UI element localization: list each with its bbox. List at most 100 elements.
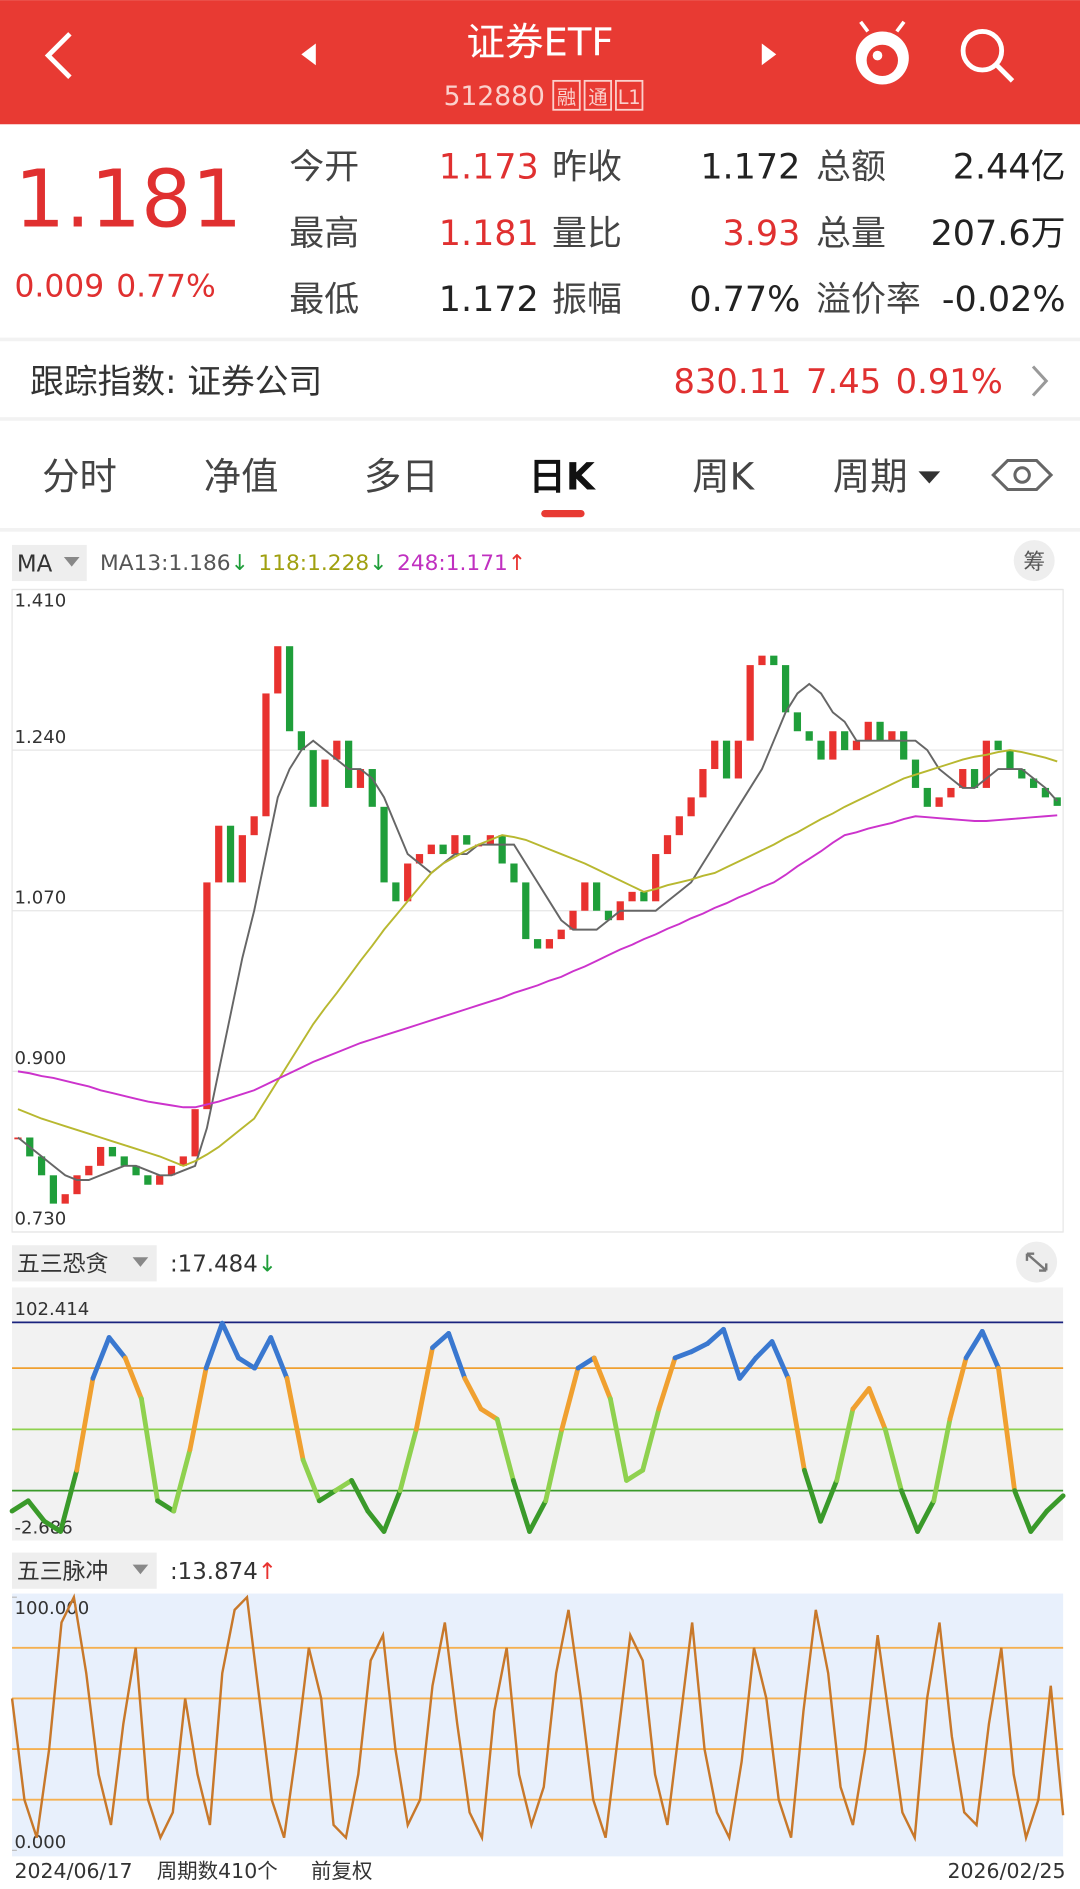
ind1-segment bbox=[106, 1335, 128, 1361]
tab[interactable]: 周期 bbox=[833, 454, 908, 498]
index-label[interactable]: 跟踪指数: 证券公司 bbox=[30, 362, 322, 401]
ind1-segment bbox=[187, 1365, 209, 1453]
ind1-value: :17.484↓ bbox=[170, 1252, 277, 1278]
chevron[interactable] bbox=[1031, 365, 1049, 397]
settings-icon-dot bbox=[1013, 466, 1031, 484]
field-label: 最低 bbox=[289, 280, 359, 320]
ind1-value-text: :17.484 bbox=[170, 1252, 258, 1278]
ind1-segment bbox=[656, 1355, 678, 1412]
tab[interactable]: 日K bbox=[529, 454, 597, 498]
index-change-pct: 0.91% bbox=[896, 362, 1003, 401]
y-tick-label: 1.070 bbox=[14, 888, 66, 909]
price: 1.181 bbox=[14, 153, 242, 246]
candle bbox=[852, 740, 861, 751]
candle bbox=[97, 1146, 105, 1166]
change: 0.009 0.77% bbox=[14, 269, 215, 305]
candle bbox=[545, 939, 554, 949]
ind1-segment bbox=[494, 1416, 516, 1483]
period-dropdown[interactable] bbox=[918, 471, 941, 484]
prev-button[interactable] bbox=[301, 43, 316, 66]
candle bbox=[498, 835, 506, 864]
ind1-segment bbox=[171, 1447, 193, 1514]
y-tick-label: 1.410 bbox=[14, 590, 66, 611]
ind1-segment bbox=[397, 1426, 419, 1494]
ind1-segment bbox=[203, 1320, 225, 1371]
candle bbox=[1029, 778, 1038, 788]
candle bbox=[345, 740, 353, 788]
ind1-segment bbox=[236, 1355, 258, 1371]
candle bbox=[923, 787, 931, 807]
legend-arrow: ↓ bbox=[231, 551, 249, 576]
candle bbox=[829, 731, 837, 760]
chip-button-bg[interactable] bbox=[1013, 540, 1055, 582]
ma-line bbox=[17, 682, 1058, 1181]
tab[interactable]: 净值 bbox=[204, 454, 279, 498]
index-quote[interactable]: 830.11 7.45 0.91% bbox=[673, 362, 1002, 401]
ind1-segment bbox=[58, 1467, 80, 1534]
dropdown-arrow bbox=[132, 1257, 149, 1267]
ind1-button[interactable]: 五三恐贪 bbox=[17, 1252, 109, 1278]
field-label: 昨收 bbox=[552, 147, 622, 187]
field-label: 振幅 bbox=[552, 280, 622, 320]
code: 512880 bbox=[444, 81, 545, 112]
candle bbox=[699, 769, 707, 798]
ind2-button[interactable]: 五三脉冲 bbox=[17, 1559, 109, 1585]
ind1-segment bbox=[915, 1498, 937, 1534]
candle bbox=[380, 806, 388, 883]
settings-icon[interactable] bbox=[991, 459, 1054, 491]
ind1-segment bbox=[333, 1478, 355, 1494]
field-value: 1.173 bbox=[439, 147, 539, 187]
ind1-segment bbox=[446, 1331, 468, 1381]
title: 证券ETF bbox=[466, 21, 613, 66]
candle bbox=[274, 646, 282, 694]
candle bbox=[179, 1156, 187, 1166]
candle bbox=[191, 1109, 199, 1157]
field-label: 溢价率 bbox=[816, 280, 921, 320]
y-tick-label: -2.686 bbox=[14, 1517, 72, 1538]
field-label: 总量 bbox=[816, 214, 886, 254]
candle bbox=[226, 825, 235, 883]
candle bbox=[734, 740, 742, 779]
candle bbox=[652, 854, 660, 902]
change-value: 0.009 bbox=[14, 269, 104, 305]
next-button[interactable] bbox=[761, 43, 777, 66]
candle bbox=[167, 1165, 176, 1176]
back-button[interactable] bbox=[44, 32, 72, 79]
ind1-segment bbox=[979, 1328, 1001, 1371]
candle bbox=[144, 1175, 152, 1185]
candle bbox=[463, 835, 471, 845]
field-label: 最高 bbox=[289, 214, 359, 254]
ind1-segment bbox=[543, 1426, 565, 1504]
tab[interactable]: 分时 bbox=[42, 454, 117, 498]
ind1-segment bbox=[769, 1339, 791, 1381]
ind2-button-bg[interactable] bbox=[12, 1552, 157, 1589]
candle bbox=[970, 769, 979, 788]
chip-button[interactable]: 筹 bbox=[1023, 550, 1045, 575]
candle bbox=[982, 740, 990, 788]
ind1-segment bbox=[899, 1488, 921, 1534]
candle bbox=[510, 863, 518, 883]
candle bbox=[864, 721, 872, 741]
field-value: -0.02% bbox=[942, 280, 1066, 320]
mascot-icon[interactable] bbox=[855, 20, 909, 85]
ind1-button-bg[interactable] bbox=[12, 1245, 157, 1282]
candle bbox=[356, 769, 365, 788]
candle bbox=[533, 939, 542, 949]
candle bbox=[415, 854, 424, 864]
candle bbox=[1041, 787, 1050, 798]
candle bbox=[604, 910, 613, 921]
tab[interactable]: 多日 bbox=[364, 454, 439, 498]
ind1-segment bbox=[1012, 1488, 1034, 1534]
candle bbox=[73, 1175, 81, 1195]
ind1-segment bbox=[316, 1488, 338, 1504]
candle bbox=[333, 740, 341, 760]
ind1-segment bbox=[834, 1406, 856, 1483]
candle bbox=[61, 1194, 69, 1204]
ma-button[interactable]: MA bbox=[17, 551, 53, 577]
ind1-segment bbox=[785, 1375, 807, 1473]
badge: 通 bbox=[588, 86, 607, 109]
search-button[interactable] bbox=[960, 29, 1015, 83]
candle bbox=[368, 769, 376, 807]
tab[interactable]: 周K bbox=[692, 454, 755, 498]
